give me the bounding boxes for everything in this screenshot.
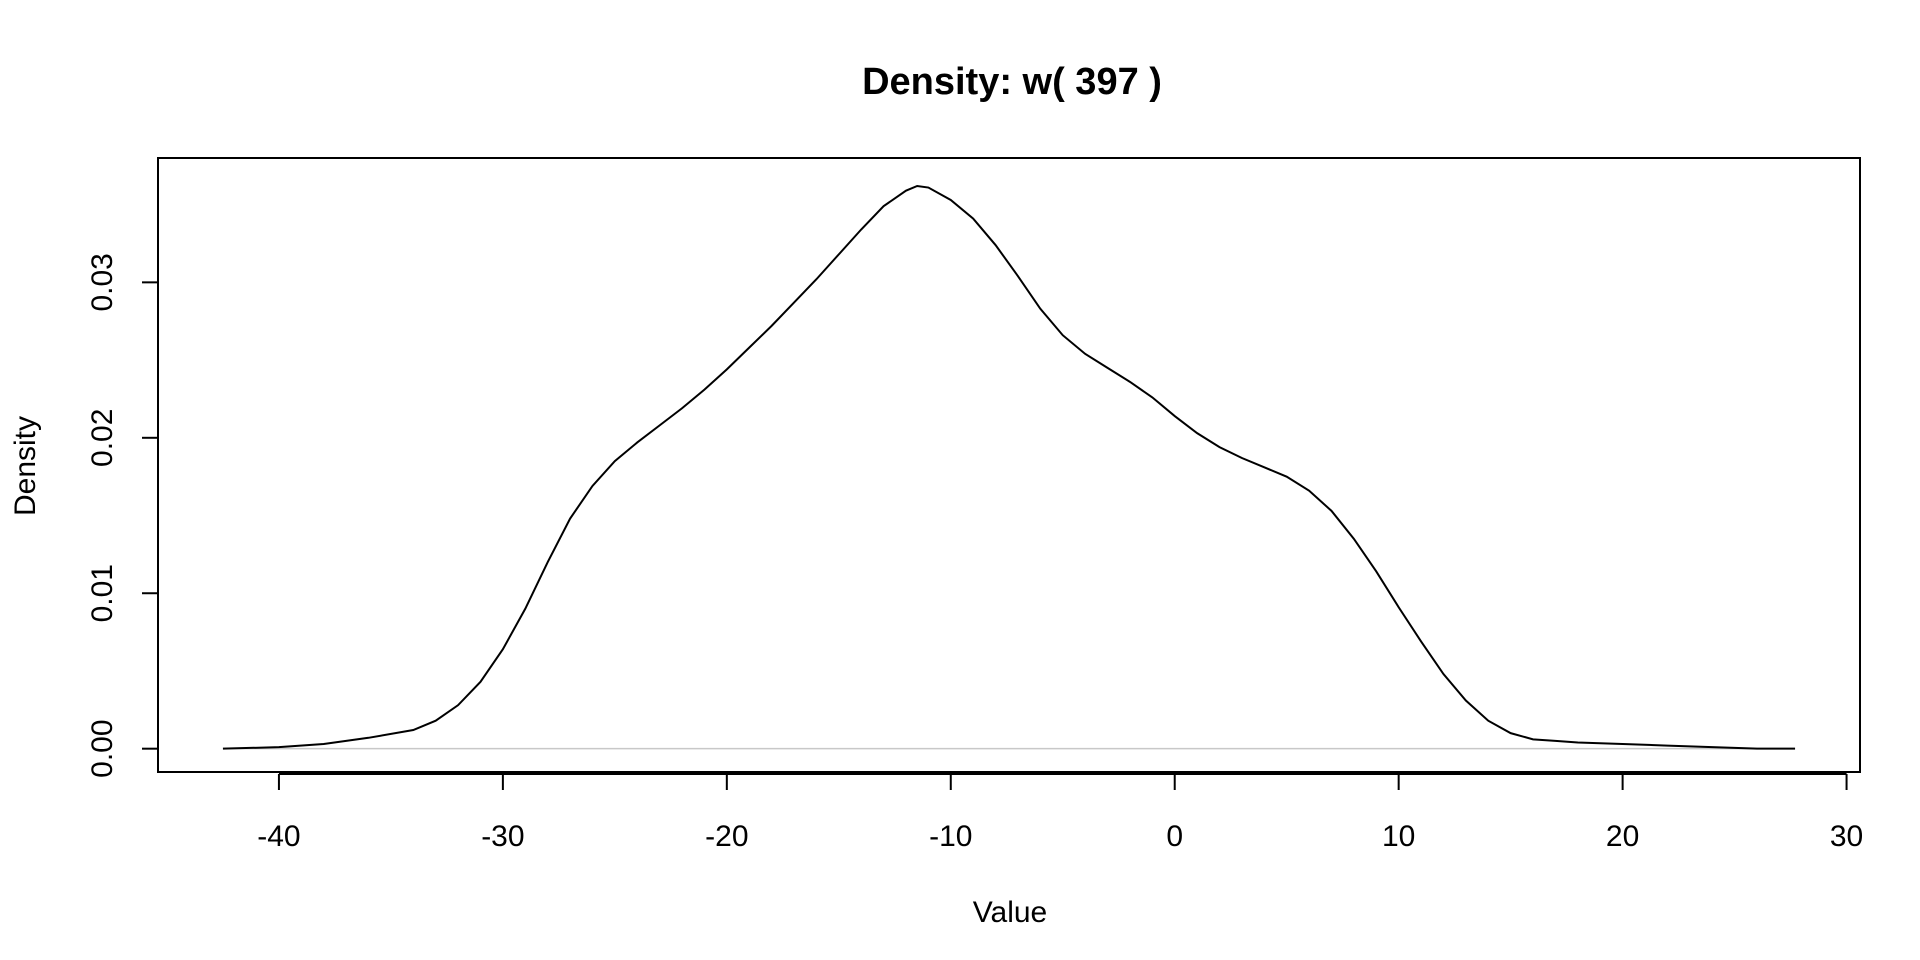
y-tick-label: 0.03 xyxy=(86,253,119,311)
y-tick-label: 0.02 xyxy=(86,409,119,467)
x-tick-label: -30 xyxy=(481,820,524,853)
y-tick-label: 0.01 xyxy=(86,564,119,622)
x-tick-label: -20 xyxy=(705,820,748,853)
density-curve xyxy=(222,184,1796,750)
x-tick-label: -40 xyxy=(257,820,300,853)
plot-frame xyxy=(157,157,1861,773)
x-tick-label: 10 xyxy=(1382,820,1415,853)
x-tick-label: 0 xyxy=(1166,820,1183,853)
x-axis: -40 -30 -20 -10 0 10 20 30 xyxy=(257,773,1863,853)
x-tick-label: 20 xyxy=(1606,820,1639,853)
y-axis: 0.00 0.01 0.02 0.03 xyxy=(86,253,159,778)
y-axis-label: Density xyxy=(9,416,42,516)
chart-title: Density: w( 397 ) xyxy=(862,61,1162,103)
x-tick-label: 30 xyxy=(1830,820,1863,853)
x-axis-label: Value xyxy=(973,896,1048,929)
y-tick-label: 0.00 xyxy=(86,719,119,777)
x-tick-label: -10 xyxy=(929,820,972,853)
